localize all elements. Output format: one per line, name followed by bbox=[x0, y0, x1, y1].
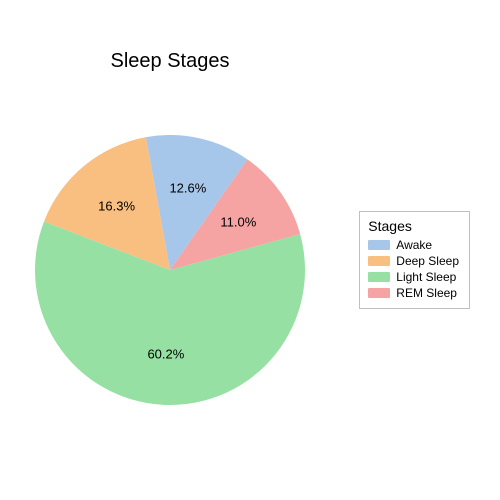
legend-item-deep-sleep: Deep Sleep bbox=[368, 254, 459, 268]
legend-item-rem-sleep: REM Sleep bbox=[368, 286, 459, 300]
legend-swatch bbox=[368, 240, 390, 250]
legend-label: Awake bbox=[396, 238, 432, 252]
legend-label: Deep Sleep bbox=[396, 254, 459, 268]
pie-label-deep-sleep: 16.3% bbox=[98, 198, 135, 213]
legend-swatch bbox=[368, 288, 390, 298]
pie-container bbox=[35, 135, 305, 405]
pie-label-light-sleep: 60.2% bbox=[147, 346, 184, 361]
chart-title: Sleep Stages bbox=[0, 50, 340, 73]
pie-label-rem-sleep: 11.0% bbox=[220, 214, 256, 229]
sleep-stages-chart: Sleep Stages Stages Awake Deep Sleep Light… bbox=[0, 0, 500, 500]
legend-label: Light Sleep bbox=[396, 270, 456, 284]
legend-title: Stages bbox=[368, 218, 459, 234]
legend-label: REM Sleep bbox=[396, 286, 457, 300]
legend-box: Stages Awake Deep Sleep Light Sleep REM Sle… bbox=[359, 211, 470, 309]
legend-swatch bbox=[368, 272, 390, 282]
legend-swatch bbox=[368, 256, 390, 266]
legend-item-light-sleep: Light Sleep bbox=[368, 270, 459, 284]
pie-svg bbox=[35, 135, 305, 405]
pie-label-awake: 12.6% bbox=[169, 181, 206, 196]
legend-item-awake: Awake bbox=[368, 238, 459, 252]
